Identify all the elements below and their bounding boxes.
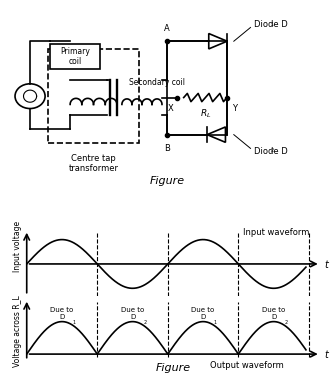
Text: $t$: $t$ <box>324 258 330 270</box>
Text: Due to
D: Due to D <box>191 307 215 320</box>
Text: $_2$: $_2$ <box>284 318 289 327</box>
Text: $t$: $t$ <box>324 348 330 360</box>
Text: Due to
D: Due to D <box>50 307 73 320</box>
Text: Diode D: Diode D <box>254 20 288 29</box>
Text: Figure: Figure <box>156 363 191 373</box>
Bar <box>48 50 139 143</box>
Text: B: B <box>164 144 170 153</box>
Text: Input waveform: Input waveform <box>243 228 310 237</box>
Text: $R_L$: $R_L$ <box>200 107 211 120</box>
Text: $_1$: $_1$ <box>270 20 274 29</box>
Text: A: A <box>164 24 170 33</box>
Bar <box>167 41 227 135</box>
Bar <box>50 44 100 69</box>
Text: Due to
D: Due to D <box>121 307 144 320</box>
Text: Output waveform: Output waveform <box>210 361 284 370</box>
Text: Due to
D: Due to D <box>262 307 285 320</box>
Text: X: X <box>167 104 173 113</box>
Text: $_1$: $_1$ <box>213 318 218 327</box>
Text: Voltage across R_L: Voltage across R_L <box>13 296 22 367</box>
Text: Centre tap
transformer: Centre tap transformer <box>68 154 119 173</box>
Text: Y: Y <box>232 104 237 113</box>
Text: $_2$: $_2$ <box>143 318 148 327</box>
Text: Input voltage: Input voltage <box>13 221 22 273</box>
Text: Diode D: Diode D <box>254 147 288 156</box>
Text: Primary
coil: Primary coil <box>60 47 90 66</box>
Text: $_2$: $_2$ <box>270 147 274 155</box>
Text: Secondary coil: Secondary coil <box>129 78 185 87</box>
Text: Figure: Figure <box>149 176 185 186</box>
Text: $_1$: $_1$ <box>72 318 77 327</box>
